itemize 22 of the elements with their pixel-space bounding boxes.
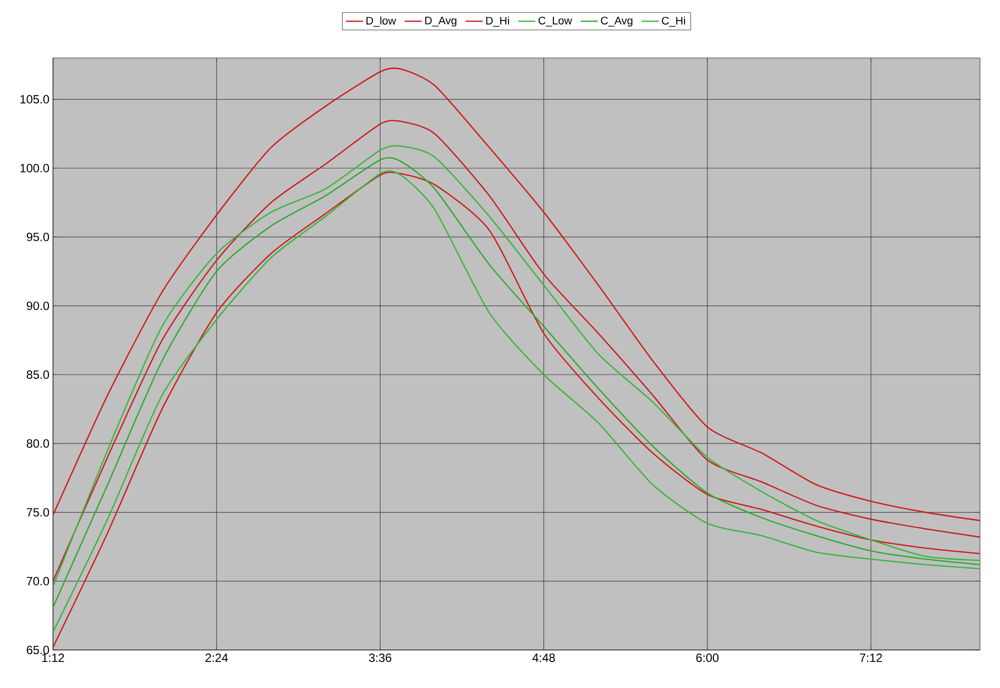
legend-label: D_Avg: [425, 16, 456, 27]
y-tick-label: 95.0: [26, 232, 50, 242]
legend-label: D_Hi: [486, 16, 509, 27]
y-tick-label: 85.0: [26, 370, 50, 379]
x-tick-label: 6:00: [696, 654, 719, 662]
x-tick-label: 4:48: [532, 654, 555, 662]
y-tick-label: 65.0: [26, 646, 50, 654]
legend-label: D_low: [366, 16, 396, 27]
line-series: [53, 68, 980, 522]
legend-label: C_Avg: [600, 16, 632, 27]
legend-label: C_Low: [538, 16, 572, 27]
y-tick-label: 70.0: [26, 576, 50, 586]
x-tick-label: 3:36: [369, 654, 392, 662]
x-tick-label: 7:12: [860, 654, 882, 662]
y-tick-label: 100.0: [20, 164, 50, 172]
y-tick-label: 90.0: [26, 302, 50, 310]
legend-label: C_Hi: [662, 16, 685, 27]
x-tick-label: 1:12: [42, 654, 64, 662]
y-tick-label: 105.0: [20, 95, 50, 104]
x-tick-label: 2:24: [206, 654, 228, 662]
y-tick-label: 75.0: [26, 508, 50, 517]
y-tick-label: 80.0: [26, 439, 50, 448]
